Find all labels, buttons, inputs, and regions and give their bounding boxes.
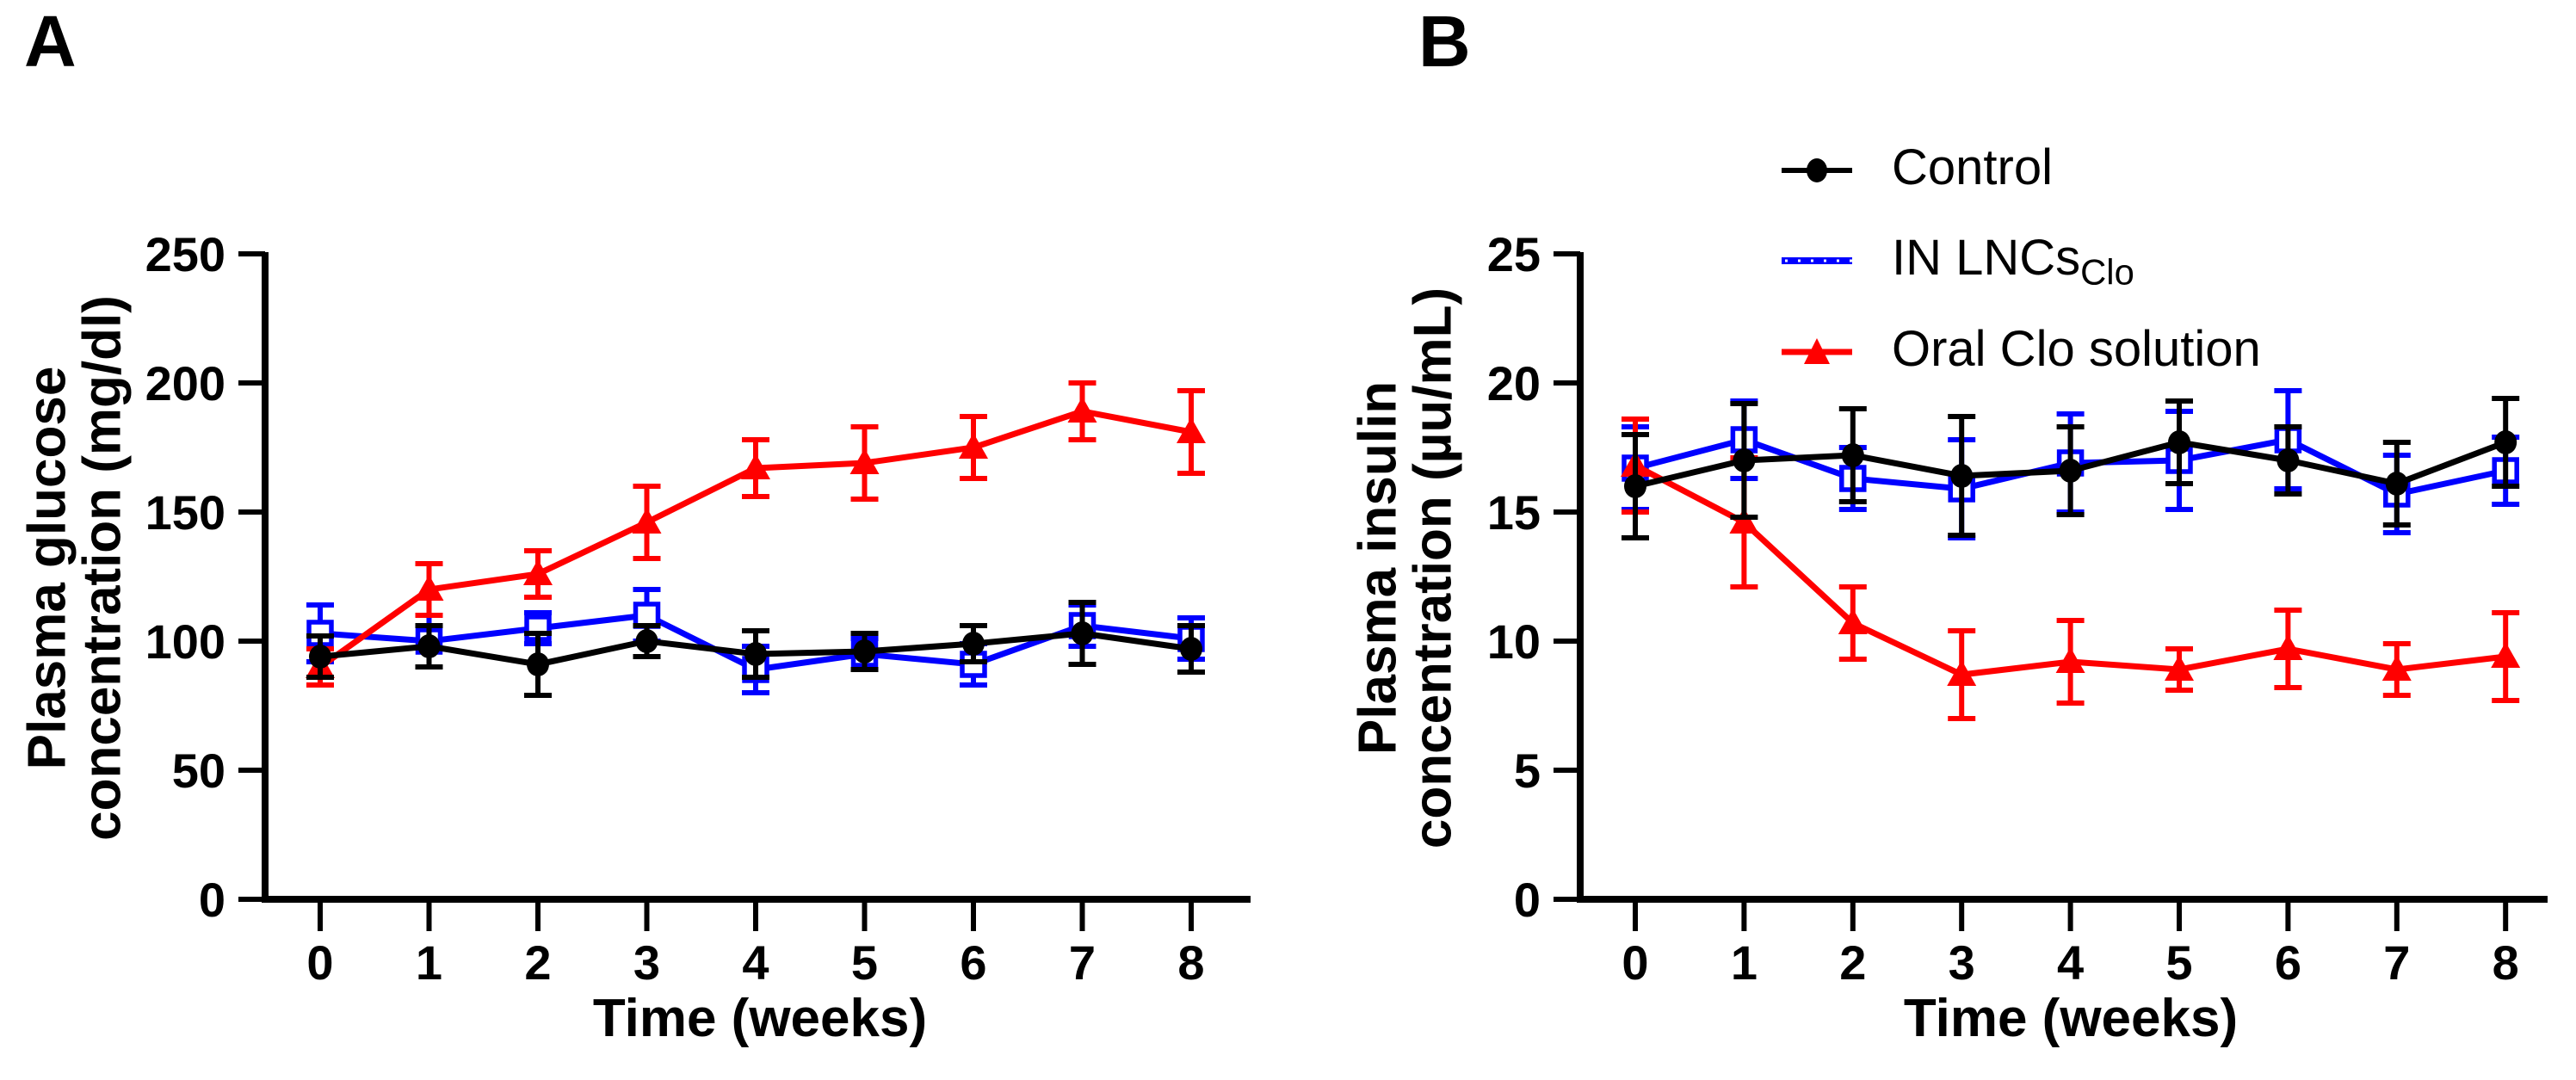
legend-item-oral-clo: Oral Clo solution bbox=[1780, 320, 2261, 385]
legend-marker-lncs-line bbox=[1782, 257, 1852, 264]
panel-a-y-tick-label: 50 bbox=[172, 744, 225, 798]
panel-a-x-ticks: 0 1 2 3 4 5 6 7 8 bbox=[306, 903, 1205, 990]
legend-label-oral-clo: Oral Clo solution bbox=[1892, 320, 2261, 385]
panel-a-y-tick-label: 150 bbox=[145, 485, 225, 540]
panel-a-x-tick-label: 0 bbox=[306, 935, 333, 990]
panel-a-label: A bbox=[24, 1, 77, 82]
legend-label-control-text: Control bbox=[1892, 139, 2053, 195]
panel-a-y-tick-label: 0 bbox=[199, 873, 225, 927]
panel-b-x-tick-label: 5 bbox=[2165, 935, 2192, 990]
panel-b-y-tick-label: 10 bbox=[1487, 614, 1541, 669]
legend-label-in-lncs-text: IN LNCs bbox=[1892, 229, 2081, 286]
panel-b-plot: 0 5 10 15 20 25 0 1 2 3 4 5 6 7 8 bbox=[1487, 227, 2548, 990]
panel-b-y-tick-label: 25 bbox=[1487, 227, 1541, 281]
legend-item-control: Control bbox=[1780, 139, 2053, 203]
panel-b-x-tick-label: 3 bbox=[1949, 935, 1975, 990]
panel-a-x-tick-label: 5 bbox=[851, 935, 878, 990]
legend-label-in-lncs-sub: Clo bbox=[2080, 251, 2134, 293]
panel-a-x-tick-label: 2 bbox=[524, 935, 551, 990]
panel-a-x-tick-label: 1 bbox=[416, 935, 442, 990]
panel-b-x-tick-label: 0 bbox=[1622, 935, 1648, 990]
panel-b-y-tick-label: 0 bbox=[1514, 873, 1541, 927]
legend-item-in-lncs: IN LNCsClo bbox=[1780, 229, 2134, 293]
panel-b-label: B bbox=[1418, 1, 1471, 82]
panel-b-x-tick-label: 1 bbox=[1731, 935, 1757, 990]
panel-b-x-axis-title: Time (weeks) bbox=[1903, 989, 2239, 1048]
panel-a-x-tick-label: 3 bbox=[633, 935, 660, 990]
legend-label-control: Control bbox=[1892, 139, 2053, 203]
panel-b-y-tick-label: 15 bbox=[1487, 485, 1541, 540]
panel-b-y-tick-label: 20 bbox=[1487, 356, 1541, 410]
panel-b-x-ticks: 0 1 2 3 4 5 6 7 8 bbox=[1622, 903, 2519, 990]
panel-a-x-axis-title: Time (weeks) bbox=[592, 989, 928, 1048]
panel-b-x-tick-label: 6 bbox=[2275, 935, 2301, 990]
panel-b-series-0 bbox=[1622, 396, 2520, 540]
panel-b-x-tick-label: 4 bbox=[2057, 935, 2084, 990]
panel-b-x-tick-label: 8 bbox=[2493, 935, 2519, 990]
panel-a-y-tick-label: 200 bbox=[145, 356, 225, 410]
panel-a-plot: 0 50 100 150 200 250 0 1 2 3 4 5 6 7 8 bbox=[145, 227, 1251, 990]
panel-a-x-tick-label: 8 bbox=[1177, 935, 1204, 990]
panel-b-y-tick-label: 5 bbox=[1514, 744, 1541, 798]
panel-b-y-axis-title-line1: Plasma insulin bbox=[1348, 380, 1408, 756]
legend-label-oral-clo-text: Oral Clo solution bbox=[1892, 320, 2261, 377]
legend-label-in-lncs: IN LNCsClo bbox=[1892, 229, 2134, 293]
legend-marker-control-circle bbox=[1782, 158, 1852, 182]
panel-b-y-ticks: 0 5 10 15 20 25 bbox=[1487, 227, 1580, 927]
panel-a-y-ticks: 0 50 100 150 200 250 bbox=[145, 227, 265, 927]
panel-b-x-tick-label: 2 bbox=[1839, 935, 1866, 990]
panel-a-y-tick-label: 250 bbox=[145, 227, 225, 281]
panel-a-y-tick-label: 100 bbox=[145, 614, 225, 669]
panel-a-y-axis-title-line2: concentration (mg/dl) bbox=[73, 295, 133, 841]
panel-a-y-axis-title: Plasma glucose concentration (mg/dl) bbox=[17, 295, 133, 841]
panel-a-x-tick-label: 7 bbox=[1069, 935, 1096, 990]
panel-b-axes bbox=[1577, 252, 2548, 903]
panel-b-y-axis-title: Plasma insulin concentration (µu/mL) bbox=[1348, 287, 1463, 849]
panel-a-axes bbox=[262, 252, 1251, 903]
panel-a-y-axis-title-line1: Plasma glucose bbox=[17, 366, 77, 770]
panel-a-x-tick-label: 4 bbox=[742, 935, 769, 990]
legend-marker-oral-triangle bbox=[1782, 338, 1852, 364]
panel-b-x-tick-label: 7 bbox=[2383, 935, 2410, 990]
panel-b-y-axis-title-line2: concentration (µu/mL) bbox=[1404, 287, 1463, 849]
panel-a-series-0 bbox=[306, 600, 1205, 698]
panel-a-x-tick-label: 6 bbox=[960, 935, 986, 990]
